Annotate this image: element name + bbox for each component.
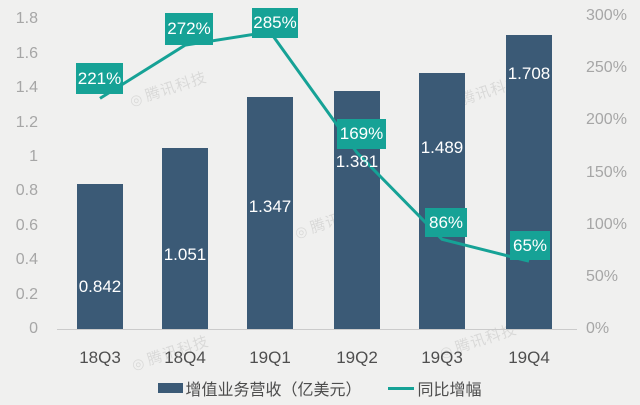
legend-revenue-label: 增值业务营收（亿美元） (185, 382, 362, 399)
category-label-19Q4: 19Q4 (508, 348, 550, 367)
bar-value-label: 1.051 (163, 245, 207, 264)
right-axis-tick: 100% (586, 215, 627, 233)
growth-callout-18Q4: 272% (165, 13, 213, 45)
line-series-swatch (387, 386, 414, 390)
legend: 增值业务营收（亿美元） 同比增幅 (0, 376, 640, 400)
x-axis-line (57, 329, 577, 330)
bar-19Q3 (419, 72, 465, 329)
bar-value-label: 1.489 (420, 138, 464, 157)
legend-item-revenue: 增值业务营收（亿美元） (158, 376, 362, 400)
category-label-18Q4: 18Q4 (164, 348, 206, 367)
growth-callout-19Q1: 285% (252, 8, 298, 38)
right-axis-tick: 250% (586, 59, 627, 77)
right-axis-tick: 300% (586, 7, 627, 24)
category-label-19Q2: 19Q2 (336, 348, 378, 367)
left-axis-tick: 0.6 (15, 216, 38, 234)
bar-18Q4 (162, 148, 208, 329)
left-axis-tick: 1.2 (15, 113, 38, 131)
right-axis-tick: 150% (586, 163, 627, 181)
bar-series-swatch (158, 383, 184, 393)
bar-value-label: 0.842 (78, 277, 122, 296)
bar-18Q3 (77, 184, 123, 329)
bar-value-label: 1.708 (507, 64, 551, 83)
watermark-text: 腾讯科技 (143, 68, 210, 105)
growth-callout-19Q3: 86% (425, 208, 467, 237)
bar-value-label: 1.381 (335, 152, 379, 171)
right-axis-tick: 0% (586, 320, 610, 337)
bar-value-label: 1.347 (248, 197, 292, 216)
left-axis-tick: 0.2 (15, 285, 38, 303)
tencent-logo-icon: ◎ (292, 221, 311, 241)
right-axis-tick: 200% (586, 111, 627, 129)
left-axis-tick: 0.4 (15, 251, 38, 269)
legend-item-growth: 同比增幅 (387, 376, 482, 400)
left-axis-tick: 1.4 (15, 79, 38, 97)
category-label-19Q1: 19Q1 (249, 348, 291, 367)
tencent-tech-watermark: ◎腾讯科技 (127, 66, 210, 111)
left-axis-tick: 1 (29, 148, 38, 165)
growth-callout-18Q3: 221% (76, 63, 123, 94)
left-axis-tick: 1.6 (15, 44, 38, 62)
legend-growth-label: 同比增幅 (417, 382, 482, 399)
left-axis-tick: 1.8 (15, 10, 38, 28)
category-label-18Q3: 18Q3 (79, 348, 121, 367)
left-axis-tick: 0.8 (15, 182, 38, 200)
growth-callout-19Q4: 65% (510, 231, 550, 260)
right-axis-tick: 50% (586, 267, 619, 285)
tencent-logo-icon: ◎ (127, 89, 146, 109)
category-label-19Q3: 19Q3 (421, 348, 463, 367)
growth-callout-19Q2: 169% (337, 119, 386, 149)
left-axis-tick: 0 (29, 320, 38, 337)
